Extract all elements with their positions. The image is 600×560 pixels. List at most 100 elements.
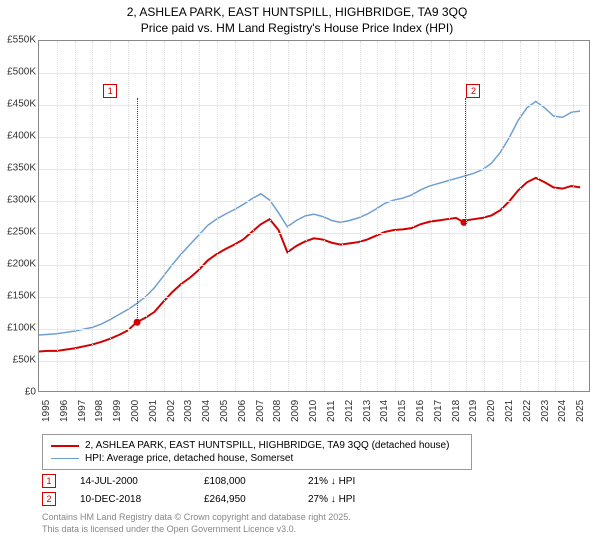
legend-row: 2, ASHLEA PARK, EAST HUNTSPILL, HIGHBRID…	[51, 439, 463, 452]
x-tick-label: 2021	[504, 400, 515, 422]
sales-table: 114-JUL-2000£108,00021% ↓ HPI210-DEC-201…	[2, 474, 592, 506]
y-tick-label: £250K	[7, 227, 36, 238]
legend-label: 2, ASHLEA PARK, EAST HUNTSPILL, HIGHBRID…	[85, 440, 449, 451]
title-block: 2, ASHLEA PARK, EAST HUNTSPILL, HIGHBRID…	[2, 4, 592, 36]
sale-row-id-box: 2	[42, 492, 56, 506]
legend-swatch	[51, 458, 79, 459]
x-tick-label: 2019	[468, 400, 479, 422]
y-tick-label: £550K	[7, 35, 36, 46]
gridline-v	[57, 41, 58, 391]
chart-area: £0 £50K £100K £150K £200K £250K £300K £350K £400…	[2, 40, 592, 430]
x-tick-label: 2006	[237, 400, 248, 422]
gridline-h	[39, 233, 589, 234]
gridline-v	[538, 41, 539, 391]
x-tick-label: 2023	[540, 400, 551, 422]
sale-row-id-box: 1	[42, 474, 56, 488]
gridline-v	[449, 41, 450, 391]
y-tick-label: £100K	[7, 323, 36, 334]
x-tick-label: 1995	[41, 400, 52, 422]
gridline-h	[39, 73, 589, 74]
x-tick-label: 2000	[130, 400, 141, 422]
sale-row-date: 14-JUL-2000	[80, 476, 180, 487]
gridline-v	[306, 41, 307, 391]
y-tick-label: £450K	[7, 99, 36, 110]
y-tick-label: £350K	[7, 163, 36, 174]
legend-swatch	[51, 445, 79, 447]
gridline-h	[39, 169, 589, 170]
gridline-v	[342, 41, 343, 391]
y-tick-label: £150K	[7, 291, 36, 302]
x-tick-label: 1997	[77, 400, 88, 422]
gridline-v	[324, 41, 325, 391]
gridline-v	[555, 41, 556, 391]
gridline-v	[573, 41, 574, 391]
gridline-v	[395, 41, 396, 391]
x-axis: 1995199619971998199920002001200220032004…	[38, 392, 590, 430]
gridline-v	[235, 41, 236, 391]
sale-marker-connector	[137, 98, 138, 324]
gridline-v	[502, 41, 503, 391]
x-tick-label: 2001	[148, 400, 159, 422]
legend-label: HPI: Average price, detached house, Some…	[85, 453, 293, 464]
x-tick-label: 2009	[290, 400, 301, 422]
gridline-v	[270, 41, 271, 391]
legend: 2, ASHLEA PARK, EAST HUNTSPILL, HIGHBRID…	[42, 434, 472, 470]
sale-row-price: £108,000	[204, 476, 284, 487]
footer: Contains HM Land Registry data © Crown c…	[42, 512, 592, 535]
x-tick-label: 2002	[166, 400, 177, 422]
gridline-v	[146, 41, 147, 391]
gridline-v	[431, 41, 432, 391]
gridline-v	[520, 41, 521, 391]
x-tick-label: 2025	[575, 400, 586, 422]
x-tick-label: 2018	[451, 400, 462, 422]
x-tick-label: 2020	[486, 400, 497, 422]
y-tick-label: £0	[25, 387, 36, 398]
plot-area: 12	[38, 40, 590, 392]
gridline-h	[39, 297, 589, 298]
chart-container: 2, ASHLEA PARK, EAST HUNTSPILL, HIGHBRID…	[0, 0, 600, 560]
gridline-v	[253, 41, 254, 391]
x-tick-label: 2010	[308, 400, 319, 422]
line-series-svg	[39, 41, 589, 391]
gridline-v	[92, 41, 93, 391]
footer-line-1: Contains HM Land Registry data © Crown c…	[42, 512, 592, 524]
x-tick-label: 2012	[344, 400, 355, 422]
gridline-h	[39, 105, 589, 106]
gridline-v	[164, 41, 165, 391]
x-tick-label: 2016	[415, 400, 426, 422]
x-tick-label: 2007	[255, 400, 266, 422]
gridline-h	[39, 265, 589, 266]
gridline-h	[39, 137, 589, 138]
x-tick-label: 2017	[433, 400, 444, 422]
gridline-v	[484, 41, 485, 391]
gridline-h	[39, 361, 589, 362]
sale-marker-box: 1	[103, 84, 117, 98]
gridline-v	[413, 41, 414, 391]
gridline-v	[217, 41, 218, 391]
legend-row: HPI: Average price, detached house, Some…	[51, 452, 463, 465]
y-tick-label: £200K	[7, 259, 36, 270]
title-line-2: Price paid vs. HM Land Registry's House …	[2, 20, 592, 36]
gridline-v	[181, 41, 182, 391]
x-tick-label: 2003	[183, 400, 194, 422]
sale-row-diff: 27% ↓ HPI	[308, 494, 388, 505]
gridline-v	[199, 41, 200, 391]
x-tick-label: 2022	[522, 400, 533, 422]
y-tick-label: £300K	[7, 195, 36, 206]
gridline-v	[75, 41, 76, 391]
y-axis: £0£50K£100K£150K£200K£250K£300K£350K£400…	[2, 40, 38, 392]
gridline-h	[39, 201, 589, 202]
gridline-v	[377, 41, 378, 391]
sale-row: 114-JUL-2000£108,00021% ↓ HPI	[42, 474, 592, 488]
x-tick-label: 2008	[272, 400, 283, 422]
x-tick-label: 2011	[326, 401, 337, 423]
x-tick-label: 2005	[219, 400, 230, 422]
footer-line-2: This data is licensed under the Open Gov…	[42, 524, 592, 536]
y-tick-label: £50K	[13, 355, 36, 366]
x-tick-label: 2024	[557, 400, 568, 422]
gridline-h	[39, 329, 589, 330]
x-tick-label: 1999	[112, 400, 123, 422]
y-tick-label: £400K	[7, 131, 36, 142]
x-tick-label: 2015	[397, 400, 408, 422]
sale-marker-connector	[465, 98, 466, 223]
